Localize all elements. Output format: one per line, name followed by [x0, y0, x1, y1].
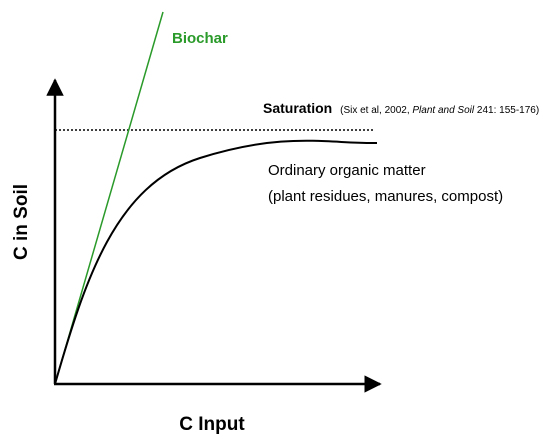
citation-end: 241: 155-176) — [474, 105, 539, 116]
saturation-label: Saturation (Six et al, 2002, Plant and S… — [263, 100, 539, 116]
citation-journal: Plant and Soil — [412, 105, 474, 116]
ordinary-label: Ordinary organic matter — [268, 162, 426, 179]
biochar-label: Biochar — [172, 30, 228, 47]
x-axis-label: C Input — [179, 414, 245, 434]
citation: (Six et al, 2002, — [340, 105, 412, 116]
saturation-title: Saturation — [263, 100, 332, 116]
y-axis-label: C in Soil — [11, 184, 32, 260]
ordinary-sublabel: (plant residues, manures, compost) — [268, 188, 503, 205]
organic-curve — [54, 139, 378, 385]
